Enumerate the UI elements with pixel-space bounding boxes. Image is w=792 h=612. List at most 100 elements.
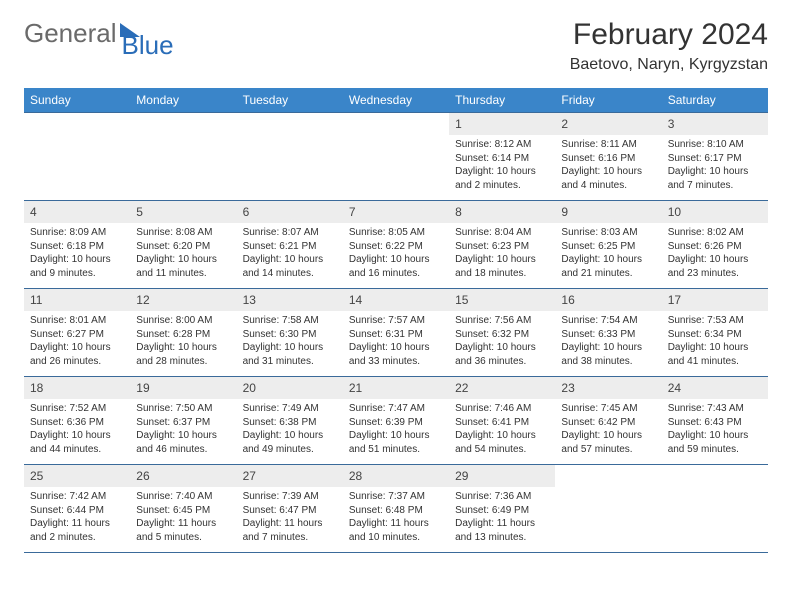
sunrise-text: Sunrise: 7:46 AM bbox=[455, 402, 549, 416]
sunrise-text: Sunrise: 7:58 AM bbox=[243, 314, 337, 328]
day-body: Sunrise: 8:11 AMSunset: 6:16 PMDaylight:… bbox=[555, 135, 661, 196]
sunrise-text: Sunrise: 8:10 AM bbox=[668, 138, 762, 152]
calendar-cell bbox=[555, 465, 661, 553]
calendar-cell: 7Sunrise: 8:05 AMSunset: 6:22 PMDaylight… bbox=[343, 201, 449, 289]
daylight-text: Daylight: 10 hours and 46 minutes. bbox=[136, 429, 230, 456]
day-body: Sunrise: 8:03 AMSunset: 6:25 PMDaylight:… bbox=[555, 223, 661, 284]
day-number: 20 bbox=[237, 377, 343, 399]
sunset-text: Sunset: 6:38 PM bbox=[243, 416, 337, 430]
sunset-text: Sunset: 6:41 PM bbox=[455, 416, 549, 430]
sunset-text: Sunset: 6:21 PM bbox=[243, 240, 337, 254]
calendar-cell bbox=[130, 113, 236, 201]
dayname-header: Wednesday bbox=[343, 88, 449, 113]
calendar-cell: 18Sunrise: 7:52 AMSunset: 6:36 PMDayligh… bbox=[24, 377, 130, 465]
calendar-cell: 23Sunrise: 7:45 AMSunset: 6:42 PMDayligh… bbox=[555, 377, 661, 465]
daylight-text: Daylight: 10 hours and 57 minutes. bbox=[561, 429, 655, 456]
day-body: Sunrise: 7:42 AMSunset: 6:44 PMDaylight:… bbox=[24, 487, 130, 548]
calendar-table: SundayMondayTuesdayWednesdayThursdayFrid… bbox=[24, 88, 768, 553]
day-body: Sunrise: 8:07 AMSunset: 6:21 PMDaylight:… bbox=[237, 223, 343, 284]
day-number: 24 bbox=[662, 377, 768, 399]
day-number: 23 bbox=[555, 377, 661, 399]
day-body: Sunrise: 8:10 AMSunset: 6:17 PMDaylight:… bbox=[662, 135, 768, 196]
sunset-text: Sunset: 6:32 PM bbox=[455, 328, 549, 342]
sunset-text: Sunset: 6:47 PM bbox=[243, 504, 337, 518]
calendar-cell: 12Sunrise: 8:00 AMSunset: 6:28 PMDayligh… bbox=[130, 289, 236, 377]
day-number: 4 bbox=[24, 201, 130, 223]
calendar-body: 1Sunrise: 8:12 AMSunset: 6:14 PMDaylight… bbox=[24, 113, 768, 553]
daylight-text: Daylight: 10 hours and 59 minutes. bbox=[668, 429, 762, 456]
calendar-cell: 13Sunrise: 7:58 AMSunset: 6:30 PMDayligh… bbox=[237, 289, 343, 377]
day-number: 13 bbox=[237, 289, 343, 311]
sunset-text: Sunset: 6:30 PM bbox=[243, 328, 337, 342]
sunrise-text: Sunrise: 8:00 AM bbox=[136, 314, 230, 328]
day-number: 14 bbox=[343, 289, 449, 311]
logo-text-blue: Blue bbox=[122, 30, 174, 61]
day-number: 8 bbox=[449, 201, 555, 223]
daylight-text: Daylight: 10 hours and 51 minutes. bbox=[349, 429, 443, 456]
daylight-text: Daylight: 10 hours and 9 minutes. bbox=[30, 253, 124, 280]
day-body: Sunrise: 8:12 AMSunset: 6:14 PMDaylight:… bbox=[449, 135, 555, 196]
day-body: Sunrise: 7:45 AMSunset: 6:42 PMDaylight:… bbox=[555, 399, 661, 460]
sunrise-text: Sunrise: 7:39 AM bbox=[243, 490, 337, 504]
sunrise-text: Sunrise: 7:36 AM bbox=[455, 490, 549, 504]
daylight-text: Daylight: 10 hours and 41 minutes. bbox=[668, 341, 762, 368]
calendar-cell: 20Sunrise: 7:49 AMSunset: 6:38 PMDayligh… bbox=[237, 377, 343, 465]
sunrise-text: Sunrise: 8:08 AM bbox=[136, 226, 230, 240]
sunrise-text: Sunrise: 7:45 AM bbox=[561, 402, 655, 416]
daylight-text: Daylight: 10 hours and 26 minutes. bbox=[30, 341, 124, 368]
day-body: Sunrise: 7:49 AMSunset: 6:38 PMDaylight:… bbox=[237, 399, 343, 460]
calendar-cell bbox=[237, 113, 343, 201]
calendar-cell: 14Sunrise: 7:57 AMSunset: 6:31 PMDayligh… bbox=[343, 289, 449, 377]
day-number: 15 bbox=[449, 289, 555, 311]
sunrise-text: Sunrise: 7:47 AM bbox=[349, 402, 443, 416]
sunrise-text: Sunrise: 8:02 AM bbox=[668, 226, 762, 240]
day-body: Sunrise: 7:46 AMSunset: 6:41 PMDaylight:… bbox=[449, 399, 555, 460]
day-body: Sunrise: 7:43 AMSunset: 6:43 PMDaylight:… bbox=[662, 399, 768, 460]
day-body: Sunrise: 7:58 AMSunset: 6:30 PMDaylight:… bbox=[237, 311, 343, 372]
sunset-text: Sunset: 6:42 PM bbox=[561, 416, 655, 430]
calendar-cell bbox=[24, 113, 130, 201]
sunrise-text: Sunrise: 8:09 AM bbox=[30, 226, 124, 240]
sunrise-text: Sunrise: 8:12 AM bbox=[455, 138, 549, 152]
sunset-text: Sunset: 6:18 PM bbox=[30, 240, 124, 254]
day-body: Sunrise: 7:39 AMSunset: 6:47 PMDaylight:… bbox=[237, 487, 343, 548]
daylight-text: Daylight: 10 hours and 31 minutes. bbox=[243, 341, 337, 368]
calendar-week: 25Sunrise: 7:42 AMSunset: 6:44 PMDayligh… bbox=[24, 465, 768, 553]
sunrise-text: Sunrise: 7:40 AM bbox=[136, 490, 230, 504]
daylight-text: Daylight: 10 hours and 44 minutes. bbox=[30, 429, 124, 456]
day-number: 11 bbox=[24, 289, 130, 311]
title-block: February 2024 Baetovo, Naryn, Kyrgyzstan bbox=[570, 18, 768, 74]
day-body: Sunrise: 7:52 AMSunset: 6:36 PMDaylight:… bbox=[24, 399, 130, 460]
sunset-text: Sunset: 6:39 PM bbox=[349, 416, 443, 430]
calendar-cell: 17Sunrise: 7:53 AMSunset: 6:34 PMDayligh… bbox=[662, 289, 768, 377]
calendar-cell: 29Sunrise: 7:36 AMSunset: 6:49 PMDayligh… bbox=[449, 465, 555, 553]
sunrise-text: Sunrise: 7:42 AM bbox=[30, 490, 124, 504]
daylight-text: Daylight: 10 hours and 33 minutes. bbox=[349, 341, 443, 368]
day-number: 3 bbox=[662, 113, 768, 135]
sunset-text: Sunset: 6:33 PM bbox=[561, 328, 655, 342]
sunset-text: Sunset: 6:28 PM bbox=[136, 328, 230, 342]
day-body: Sunrise: 8:08 AMSunset: 6:20 PMDaylight:… bbox=[130, 223, 236, 284]
sunset-text: Sunset: 6:26 PM bbox=[668, 240, 762, 254]
sunset-text: Sunset: 6:31 PM bbox=[349, 328, 443, 342]
daylight-text: Daylight: 10 hours and 11 minutes. bbox=[136, 253, 230, 280]
sunrise-text: Sunrise: 7:56 AM bbox=[455, 314, 549, 328]
day-number: 2 bbox=[555, 113, 661, 135]
day-body: Sunrise: 8:05 AMSunset: 6:22 PMDaylight:… bbox=[343, 223, 449, 284]
day-body: Sunrise: 8:00 AMSunset: 6:28 PMDaylight:… bbox=[130, 311, 236, 372]
calendar-cell: 26Sunrise: 7:40 AMSunset: 6:45 PMDayligh… bbox=[130, 465, 236, 553]
day-body: Sunrise: 7:54 AMSunset: 6:33 PMDaylight:… bbox=[555, 311, 661, 372]
calendar-week: 1Sunrise: 8:12 AMSunset: 6:14 PMDaylight… bbox=[24, 113, 768, 201]
day-body: Sunrise: 7:36 AMSunset: 6:49 PMDaylight:… bbox=[449, 487, 555, 548]
sunset-text: Sunset: 6:43 PM bbox=[668, 416, 762, 430]
daylight-text: Daylight: 11 hours and 2 minutes. bbox=[30, 517, 124, 544]
day-body: Sunrise: 8:02 AMSunset: 6:26 PMDaylight:… bbox=[662, 223, 768, 284]
sunrise-text: Sunrise: 7:37 AM bbox=[349, 490, 443, 504]
calendar-week: 4Sunrise: 8:09 AMSunset: 6:18 PMDaylight… bbox=[24, 201, 768, 289]
calendar-cell: 3Sunrise: 8:10 AMSunset: 6:17 PMDaylight… bbox=[662, 113, 768, 201]
dayname-header: Friday bbox=[555, 88, 661, 113]
sunrise-text: Sunrise: 7:43 AM bbox=[668, 402, 762, 416]
day-number: 18 bbox=[24, 377, 130, 399]
logo-text-general: General bbox=[24, 18, 117, 49]
calendar-cell: 24Sunrise: 7:43 AMSunset: 6:43 PMDayligh… bbox=[662, 377, 768, 465]
